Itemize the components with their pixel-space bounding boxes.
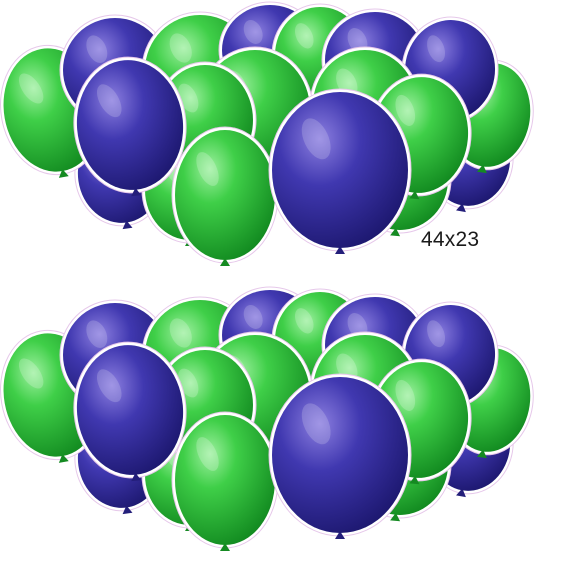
green-balloon: [171, 411, 279, 551]
purple-balloon: [73, 56, 187, 197]
balloon-cluster-bottom: [0, 286, 534, 551]
balloon-cluster-top: [0, 1, 534, 266]
green-balloon: [171, 126, 279, 266]
purple-balloon: [268, 88, 412, 254]
size-label: 44x23: [421, 228, 480, 251]
purple-balloon: [73, 341, 187, 482]
purple-balloon: [268, 373, 412, 539]
